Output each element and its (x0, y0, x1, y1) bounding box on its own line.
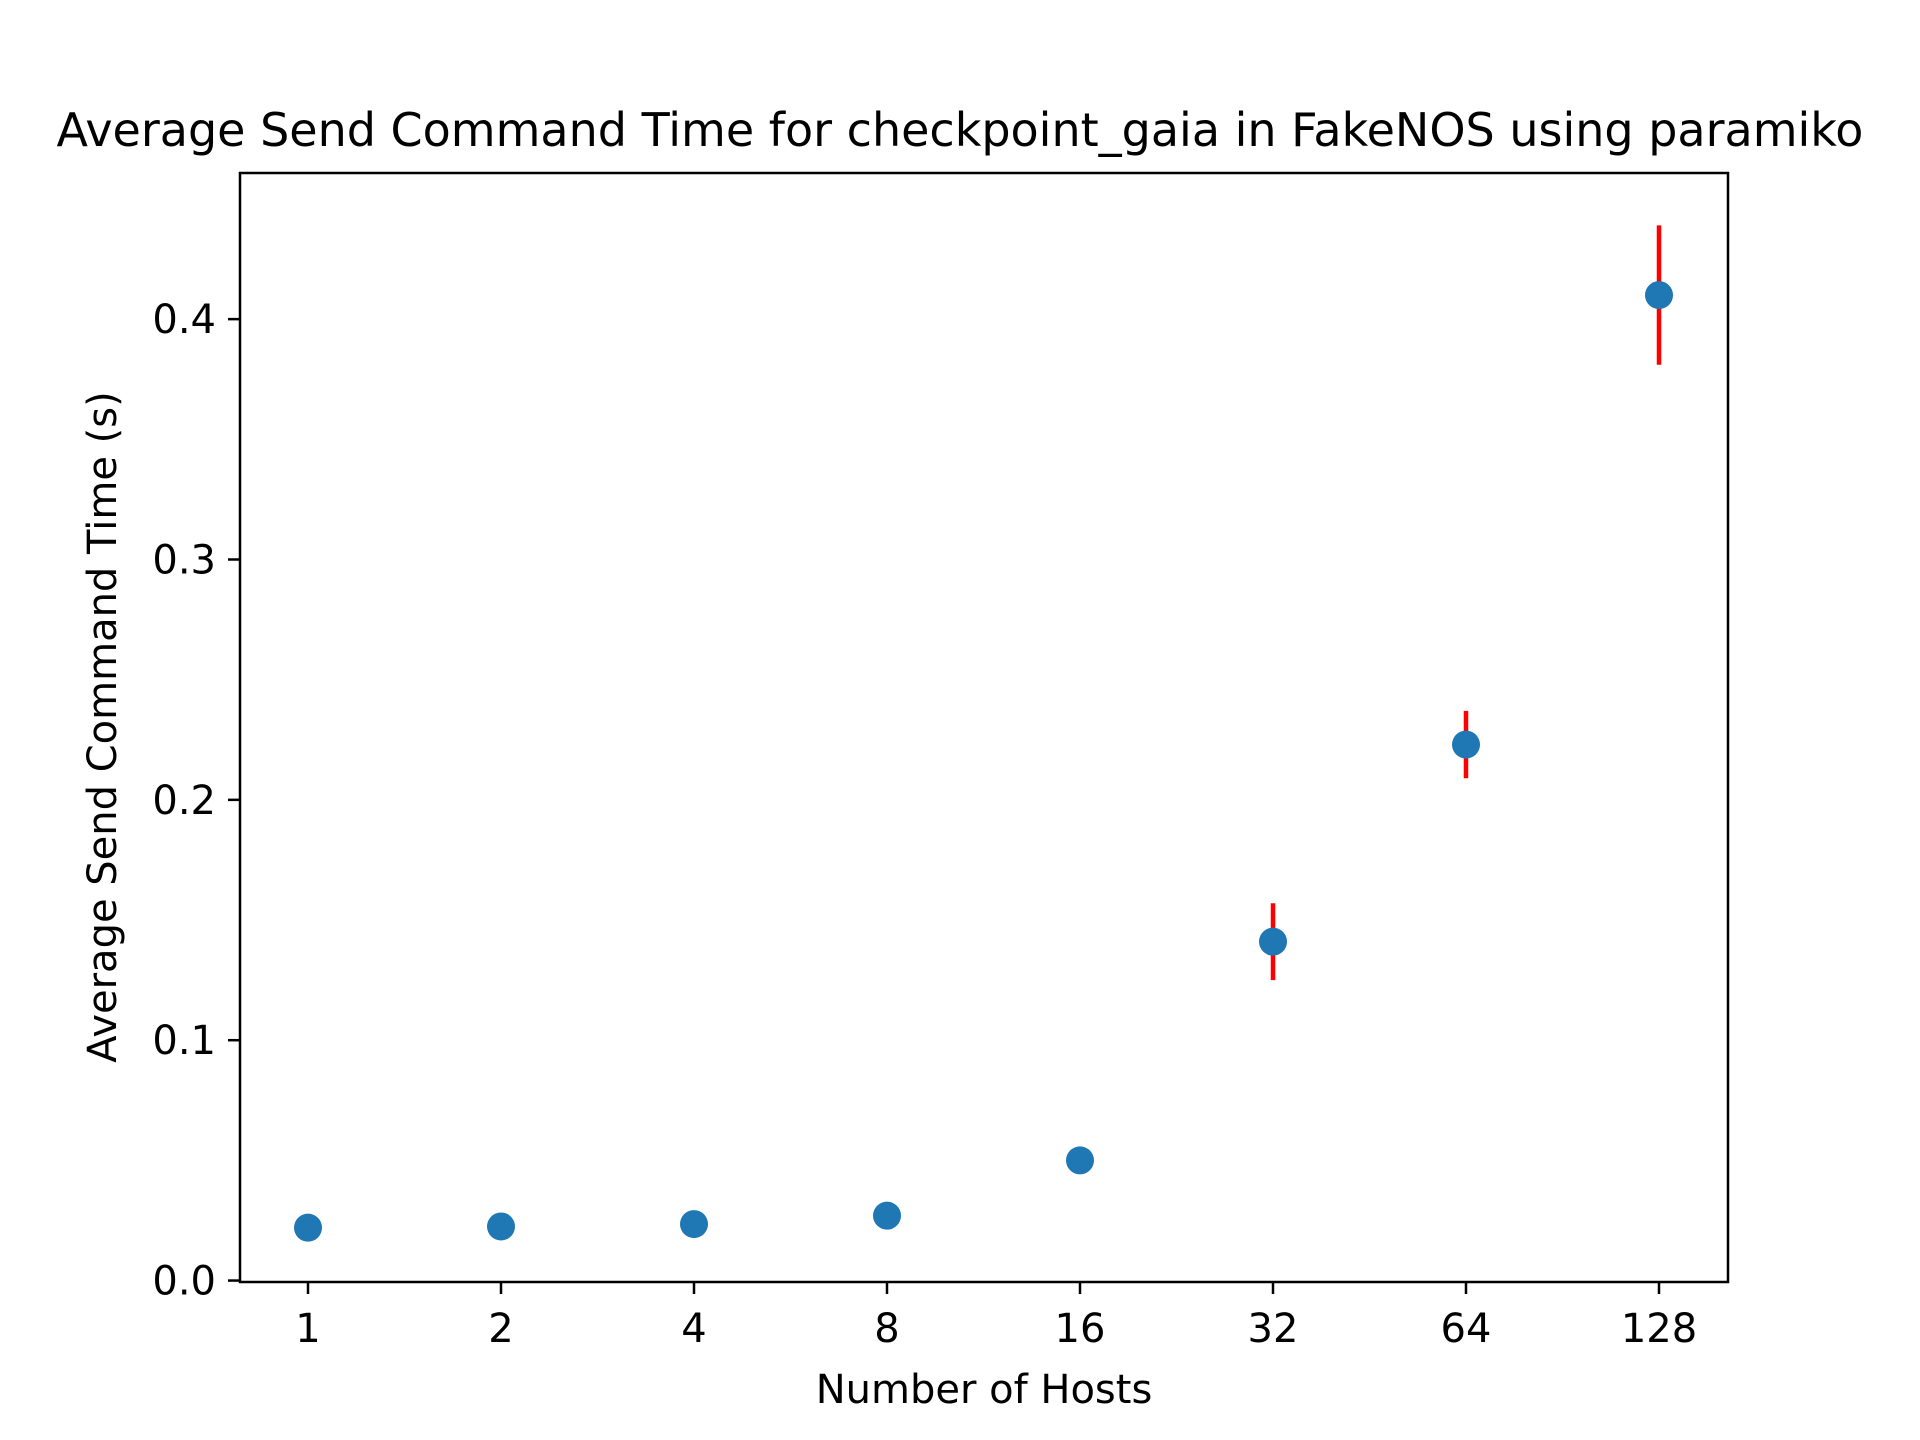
x-axis-label: Number of Hosts (816, 1367, 1153, 1413)
data-point (873, 1201, 901, 1230)
y-axis-label: Average Send Command Time (s) (80, 391, 126, 1062)
plot-area-frame (238, 171, 1730, 1284)
y-tick-label: 0.2 (152, 778, 216, 824)
data-point (1066, 1146, 1094, 1175)
data-points (294, 281, 1673, 1242)
chart-title: Average Send Command Time for checkpoint… (57, 103, 1864, 157)
y-axis-ticks: 0.0 0.1 0.2 0.3 0.4 (152, 297, 240, 1305)
error-bars (305, 225, 1662, 1231)
x-tick-label: 128 (1621, 1306, 1697, 1352)
data-point (1452, 730, 1480, 759)
x-tick-label: 16 (1055, 1306, 1106, 1352)
y-tick-label: 0.3 (152, 537, 216, 583)
data-point (1645, 281, 1673, 310)
x-tick-label: 4 (681, 1306, 706, 1352)
data-point (680, 1210, 708, 1239)
x-tick-label: 8 (874, 1306, 899, 1352)
x-tick-label: 32 (1248, 1306, 1299, 1352)
data-point (1259, 927, 1287, 956)
x-tick-label: 64 (1441, 1306, 1492, 1352)
data-point (487, 1212, 515, 1241)
y-tick-label: 0.4 (152, 297, 216, 343)
x-tick-label: 2 (488, 1306, 513, 1352)
data-point (294, 1213, 322, 1242)
x-tick-label: 1 (295, 1306, 320, 1352)
x-axis-ticks: 1 2 4 8 16 32 64 128 (295, 1282, 1697, 1352)
y-tick-label: 0.1 (152, 1018, 216, 1064)
y-tick-label: 0.0 (152, 1259, 216, 1305)
